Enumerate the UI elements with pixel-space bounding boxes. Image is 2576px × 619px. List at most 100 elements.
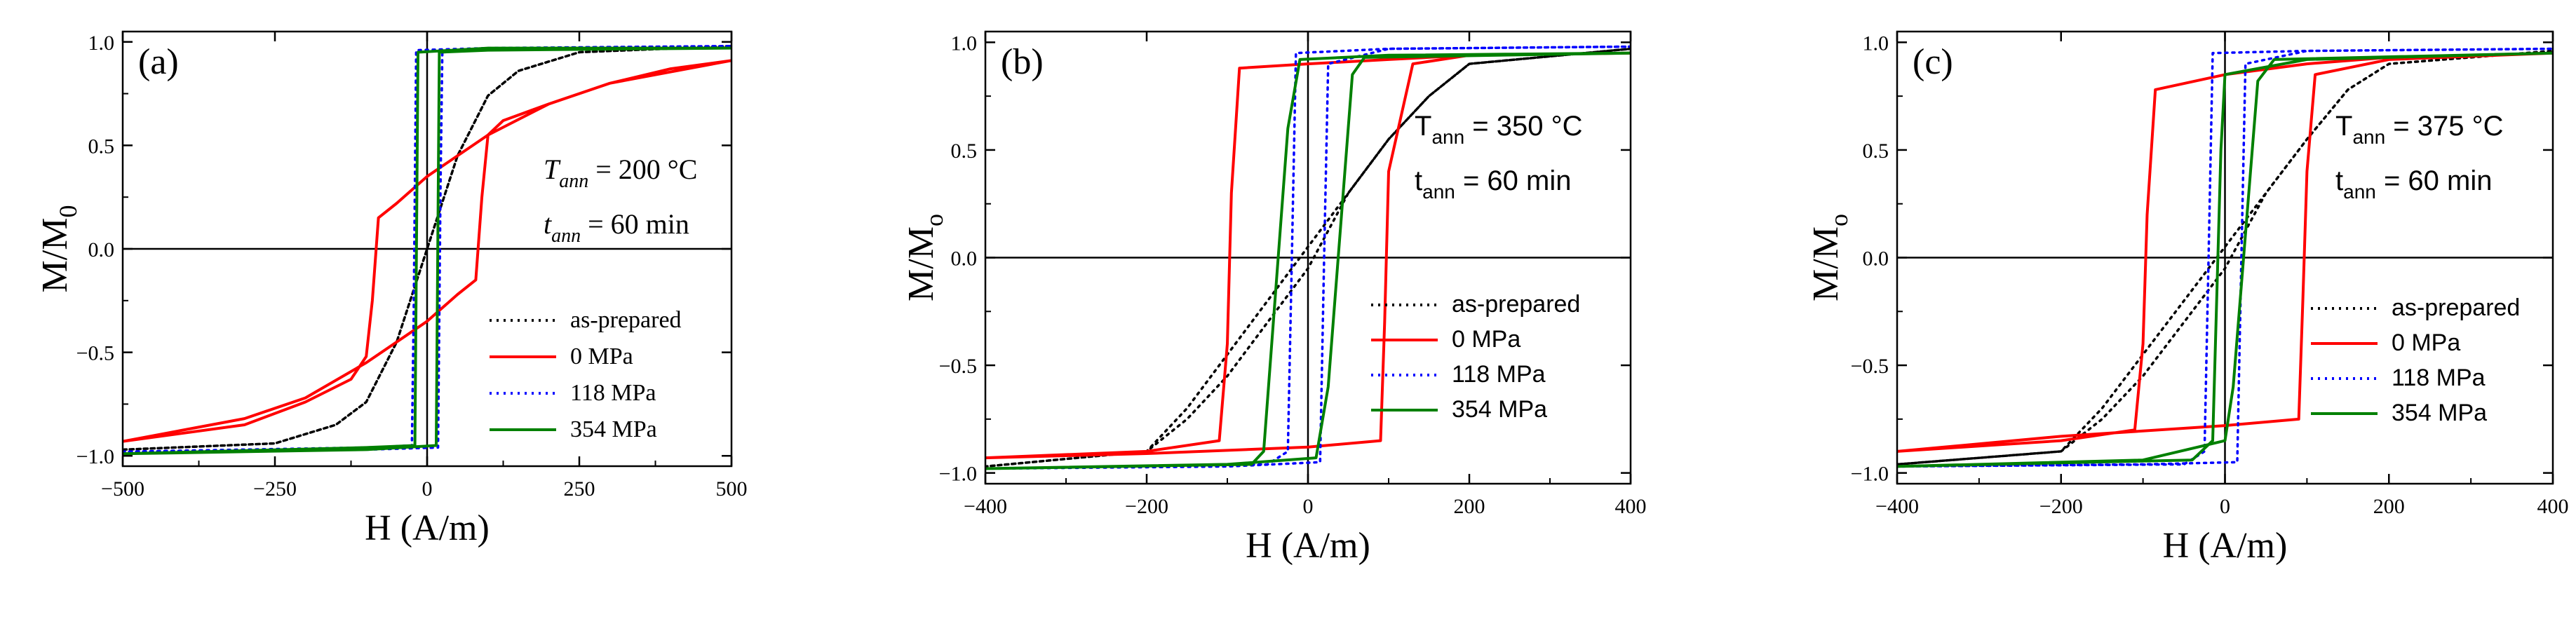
x-tick-label: 500 xyxy=(716,477,748,501)
x-tick-label: 400 xyxy=(1615,495,1647,518)
y-tick-label: −0.5 xyxy=(939,355,977,378)
annotation-symbol: t xyxy=(544,208,552,240)
x-tick-label: −250 xyxy=(253,477,297,501)
y-axis-label-main: M/M xyxy=(901,226,941,301)
annotation-value: = 60 min xyxy=(581,208,689,240)
annotation-temperature: Tann = 350 °C xyxy=(1415,111,1582,148)
x-tick-label: −500 xyxy=(101,477,144,501)
annotation-symbol: t xyxy=(1415,165,1422,196)
series-line-as-prepared xyxy=(985,47,1631,468)
annotation-value: = 60 min xyxy=(1455,165,1572,196)
annotation-time: tann = 60 min xyxy=(2335,165,2493,203)
annotation-value: = 200 °C xyxy=(588,154,697,185)
legend-entry: as-prepared xyxy=(2392,294,2520,321)
x-tick-label: 0 xyxy=(1303,495,1314,518)
series-line-118-mpa xyxy=(985,45,1631,470)
legend-entry: 354 MPa xyxy=(1452,396,1547,423)
chart-panel-0: −500 −250 0 250 500 −1.0 −0.5 0.0 0.5 1.0 H (A/m) M… xyxy=(35,30,748,548)
y-axis-label-sub: 0 xyxy=(54,205,82,218)
series-line-354-mpa xyxy=(123,46,731,456)
y-axis-label: M/M0 xyxy=(35,205,82,293)
legend: as-prepared 0 MPa 118 MPa 354 MPa xyxy=(1371,291,1580,423)
chart-panel-2: −400 −200 0 200 400 −1.0 −0.5 0.0 0.5 1.0 H (A/m) M… xyxy=(1806,30,2569,566)
legend-entry: 0 MPa xyxy=(570,343,633,369)
legend-entry: 118 MPa xyxy=(570,380,656,406)
annotation-symbol: t xyxy=(2335,165,2343,196)
annotation-subscript: ann xyxy=(1431,126,1464,148)
series-group xyxy=(1897,47,2553,468)
legend-entry: 118 MPa xyxy=(1452,361,1546,388)
annotation-symbol: T xyxy=(1415,111,1431,142)
x-tick-label: −400 xyxy=(964,495,1007,518)
legend-entry: as-prepared xyxy=(570,307,682,333)
legend-entry: 118 MPa xyxy=(2392,365,2486,391)
chart-panel-1: −400 −200 0 200 400 −1.0 −0.5 0.0 0.5 1.0 H (A/m) M… xyxy=(901,30,1647,566)
annotation-time: tann = 60 min xyxy=(1415,165,1572,203)
y-tick-label: 0.5 xyxy=(951,140,978,163)
y-axis-label-main: M/M xyxy=(35,218,75,293)
x-axis-label: H (A/m) xyxy=(365,508,490,548)
annotation-temperature: Tann = 200 °C xyxy=(544,154,697,192)
series-group xyxy=(985,45,1631,470)
x-axis-label: H (A/m) xyxy=(2163,526,2288,566)
series-line-as-prepared xyxy=(123,44,731,451)
annotation-subscript: ann xyxy=(551,225,581,247)
y-axis-label: M/Mo xyxy=(901,214,948,301)
series-line-354-mpa xyxy=(985,51,1631,470)
y-tick-label: 1.0 xyxy=(1863,32,1889,55)
y-axis-label-sub: o xyxy=(1825,214,1853,226)
x-tick-label: 0 xyxy=(2220,495,2230,518)
x-tick-label: 200 xyxy=(1454,495,1485,518)
y-tick-label: 1.0 xyxy=(88,32,115,55)
annotation-symbol: T xyxy=(544,154,561,185)
y-tick-label: −1.0 xyxy=(1851,463,1889,486)
legend: as-prepared 0 MPa 118 MPa 354 MPa xyxy=(2311,294,2520,426)
x-axis-label: H (A/m) xyxy=(1246,526,1370,566)
x-tick-label: −200 xyxy=(2039,495,2083,518)
y-axis-label-sub: o xyxy=(920,214,948,226)
x-tick-label: −200 xyxy=(1125,495,1168,518)
annotation-symbol: T xyxy=(2335,111,2352,142)
series-line-354-mpa xyxy=(1897,51,2553,468)
x-tick-label: 400 xyxy=(2537,495,2569,518)
y-tick-label: 0.0 xyxy=(88,238,115,261)
x-tick-label: 0 xyxy=(422,477,433,501)
panel-label: (b) xyxy=(1001,42,1044,82)
panel-label: (c) xyxy=(1913,42,1953,82)
series-line-as-prepared xyxy=(1897,49,2553,466)
y-tick-label: −1.0 xyxy=(939,463,977,486)
legend-entry: 0 MPa xyxy=(2392,329,2460,356)
annotation-subscript: ann xyxy=(2352,126,2385,148)
x-tick-label: 250 xyxy=(564,477,595,501)
annotation-subscript: ann xyxy=(2343,181,2376,203)
y-tick-label: −0.5 xyxy=(1851,355,1889,378)
legend-entry: 354 MPa xyxy=(2392,400,2487,426)
annotation-subscript: ann xyxy=(1422,181,1455,203)
annotation-time: tann = 60 min xyxy=(544,208,689,247)
legend: as-prepared 0 MPa 118 MPa 354 MPa xyxy=(490,307,682,442)
annotation-value: = 350 °C xyxy=(1464,111,1582,142)
legend-entry: as-prepared xyxy=(1452,291,1580,318)
y-tick-label: 0.5 xyxy=(1863,140,1889,163)
y-tick-label: 1.0 xyxy=(951,32,978,55)
x-tick-label: 200 xyxy=(2373,495,2405,518)
x-tick-label: −400 xyxy=(1875,495,1919,518)
legend-entry: 354 MPa xyxy=(570,416,657,442)
annotation-temperature: Tann = 375 °C xyxy=(2335,111,2503,148)
y-axis-label: M/Mo xyxy=(1806,214,1853,301)
y-tick-label: 0.0 xyxy=(1863,247,1889,271)
legend-entry: 0 MPa xyxy=(1452,326,1520,353)
y-tick-label: −1.0 xyxy=(76,445,114,468)
y-tick-label: 0.5 xyxy=(88,135,115,158)
panel-label: (a) xyxy=(138,42,179,82)
y-tick-label: −0.5 xyxy=(76,342,114,365)
series-line-118-mpa xyxy=(1897,47,2553,468)
series-group xyxy=(123,44,731,456)
annotation-subscript: ann xyxy=(559,170,588,192)
series-line-0-mpa xyxy=(123,59,731,443)
annotation-value: = 375 °C xyxy=(2385,111,2503,142)
annotation-value: = 60 min xyxy=(2376,165,2493,196)
y-tick-label: 0.0 xyxy=(951,247,978,271)
y-axis-label-main: M/M xyxy=(1806,226,1846,301)
